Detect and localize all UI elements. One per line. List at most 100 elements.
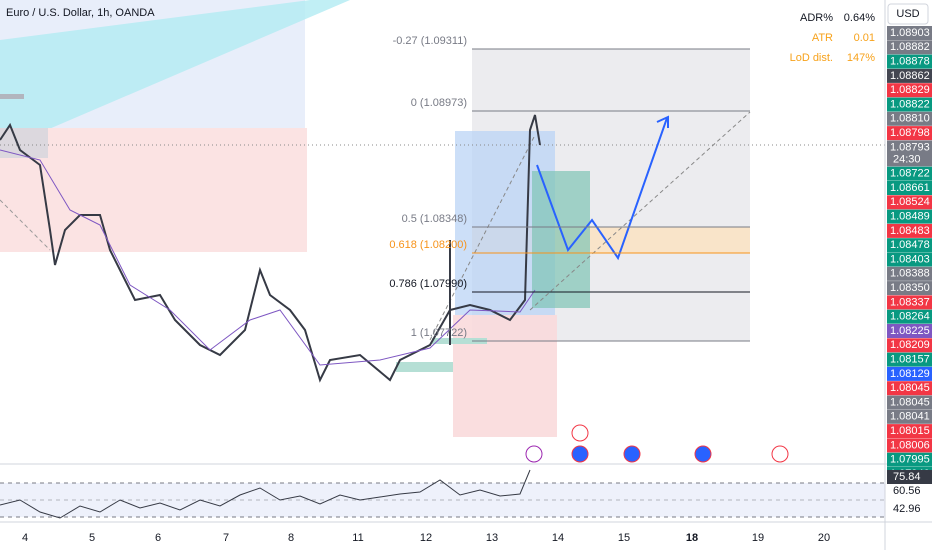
price-label: 1.08829	[890, 84, 930, 96]
price-label-bg	[887, 97, 932, 112]
price-label: 1.08129	[890, 368, 930, 380]
price-label-bg	[887, 266, 932, 281]
price-label: 1.08661	[890, 182, 930, 194]
price-label-bg	[887, 54, 932, 69]
price-label: 1.08337	[890, 296, 930, 308]
event-icon[interactable]	[623, 445, 641, 463]
price-label-bg	[887, 438, 932, 453]
time-label: 12	[420, 532, 432, 544]
price-label-bg	[887, 209, 932, 224]
price-label: 1.08483	[890, 225, 930, 237]
rsi-label-bg	[887, 470, 932, 484]
price-label-bg	[887, 381, 932, 396]
event-icon[interactable]	[525, 445, 543, 463]
stat-label: LoD dist.	[790, 52, 833, 64]
time-label: 11	[352, 532, 363, 544]
price-label-bg	[887, 409, 932, 424]
price-label-bg	[887, 281, 932, 296]
countdown: 24:30	[893, 153, 921, 165]
chart-title: Euro / U.S. Dollar, 1h, OANDA	[6, 7, 155, 19]
price-label-bg	[887, 309, 932, 324]
price-label: 1.08862	[890, 70, 930, 82]
price-label: 1.07995	[890, 454, 930, 466]
time-label: 14	[552, 532, 564, 544]
price-label: 1.08810	[890, 113, 930, 125]
price-label: 1.08478	[890, 239, 930, 251]
time-label: 8	[288, 532, 294, 544]
price-label-bg	[887, 126, 932, 141]
moving-average	[0, 149, 536, 366]
time-label: 7	[223, 532, 229, 544]
price-label: 1.08878	[890, 56, 930, 68]
price-label-bg	[887, 40, 932, 55]
fib-label: 0.786 (1.07990)	[389, 278, 467, 290]
demand-zone	[432, 338, 487, 344]
price-label-bg	[887, 324, 932, 338]
price-label-bg	[887, 252, 932, 267]
price-label-bg	[887, 166, 932, 181]
price-path	[0, 114, 541, 383]
projection	[536, 117, 668, 261]
fib-label: 0.618 (1.08200)	[389, 239, 467, 251]
event-icon[interactable]	[694, 445, 712, 463]
price-label: 1.08388	[890, 268, 930, 280]
fib-diagonal	[529, 111, 751, 311]
price-label-bg	[887, 181, 932, 195]
price-label-bg	[887, 395, 932, 410]
price-label-bg	[887, 195, 932, 210]
price-label-bg	[887, 295, 932, 310]
channel	[0, 0, 350, 150]
price-label: 1.08822	[890, 98, 930, 110]
fib-label: 1 (1.07722)	[411, 327, 467, 339]
stat-value: 147%	[847, 52, 875, 64]
event-icon[interactable]	[571, 445, 589, 463]
marker	[0, 94, 24, 99]
rsi-label: 42.96	[893, 503, 921, 515]
price-label: 1.08403	[890, 253, 930, 265]
time-label: 6	[155, 532, 161, 544]
time-label: 18	[686, 532, 698, 544]
fib-label: -0.27 (1.09311)	[393, 35, 467, 47]
time-label: 13	[486, 532, 498, 544]
time-label: 5	[89, 532, 95, 544]
fib-label: 0 (1.08973)	[411, 97, 467, 109]
time-label: 15	[618, 532, 630, 544]
price-label: 1.08041	[890, 411, 930, 423]
price-label: 1.08722	[890, 168, 930, 180]
price-label: 1.08903	[890, 27, 930, 39]
price-label: 1.08350	[890, 282, 930, 294]
stop-zone	[453, 315, 557, 437]
price-label-bg	[887, 140, 932, 167]
price-label: 1.08045	[890, 382, 930, 394]
price-label: 1.08045	[890, 396, 930, 408]
price-label-bg	[887, 223, 932, 238]
price-label: 1.08006	[890, 439, 930, 451]
currency[interactable]: USD	[896, 8, 919, 20]
stat-label: ADR%	[800, 12, 833, 24]
price-label: 1.08882	[890, 41, 930, 53]
rsi-line	[0, 469, 531, 519]
projection-arrow	[656, 115, 669, 128]
price-label-bg	[887, 424, 932, 439]
stat-value: 0.01	[854, 32, 875, 44]
price-label-bg	[887, 83, 932, 98]
price-label: 1.08209	[890, 339, 930, 351]
price-label: 1.08793	[890, 141, 930, 153]
price-label: 1.08264	[890, 311, 930, 323]
stat-value: 0.64%	[844, 12, 875, 24]
demand-zone	[396, 362, 453, 372]
event-icon[interactable]	[571, 424, 589, 442]
event-icon[interactable]	[771, 445, 789, 463]
price-label: 1.08524	[890, 196, 930, 208]
price-label: 1.08157	[890, 354, 930, 366]
price-label-bg	[887, 238, 932, 253]
price-label-bg	[887, 452, 932, 467]
currency-button[interactable]	[887, 3, 929, 25]
rsi-label: 60.56	[893, 485, 921, 497]
fib-diagonal	[429, 134, 536, 341]
price-label-bg	[887, 68, 932, 83]
stat-label: ATR	[812, 32, 833, 44]
trend-line	[0, 199, 51, 251]
rsi-label: 75.84	[893, 471, 921, 483]
